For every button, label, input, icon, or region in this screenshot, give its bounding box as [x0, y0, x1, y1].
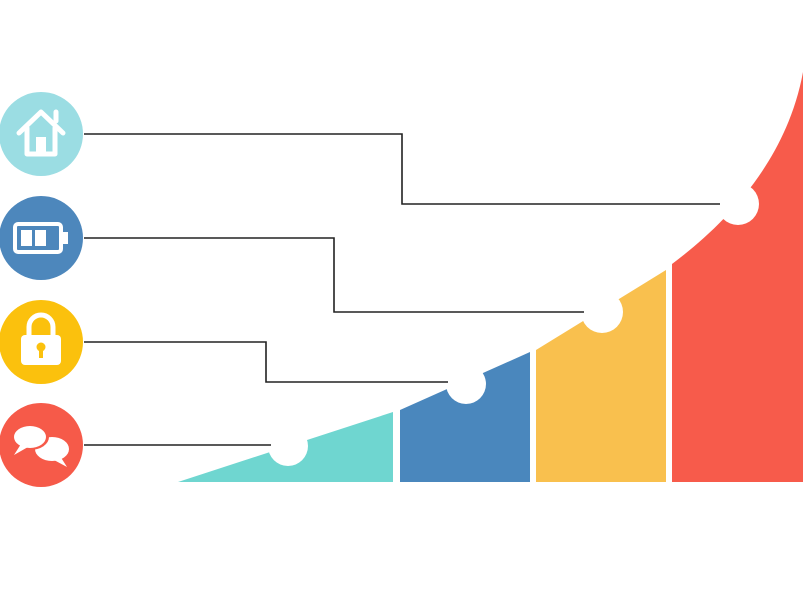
- home-icon-badge: [0, 92, 83, 176]
- connector-home: [84, 133, 720, 205]
- home-icon-circle: [0, 92, 83, 176]
- battery-icon-badge: [0, 196, 83, 280]
- step-3-segment: [536, 270, 666, 482]
- step-3-notch: [581, 291, 623, 333]
- step-4-segment: [672, 72, 803, 482]
- padlock-icon: [21, 312, 61, 365]
- padlock-icon-badge: [0, 300, 83, 384]
- step-1-notch: [268, 426, 308, 466]
- chat-bubbles-icon: [11, 424, 69, 467]
- connector-battery: [84, 237, 584, 313]
- growth-curve: [178, 72, 803, 482]
- step-2-notch: [446, 364, 486, 404]
- step-2-segment: [400, 352, 530, 482]
- chat-icon-badge: [0, 403, 83, 487]
- connector-padlock: [84, 341, 448, 383]
- battery-icon: [13, 222, 68, 254]
- curve-notches: [268, 183, 759, 466]
- connector-lines: [84, 133, 720, 446]
- home-door: [36, 137, 46, 154]
- step-4-notch: [717, 183, 759, 225]
